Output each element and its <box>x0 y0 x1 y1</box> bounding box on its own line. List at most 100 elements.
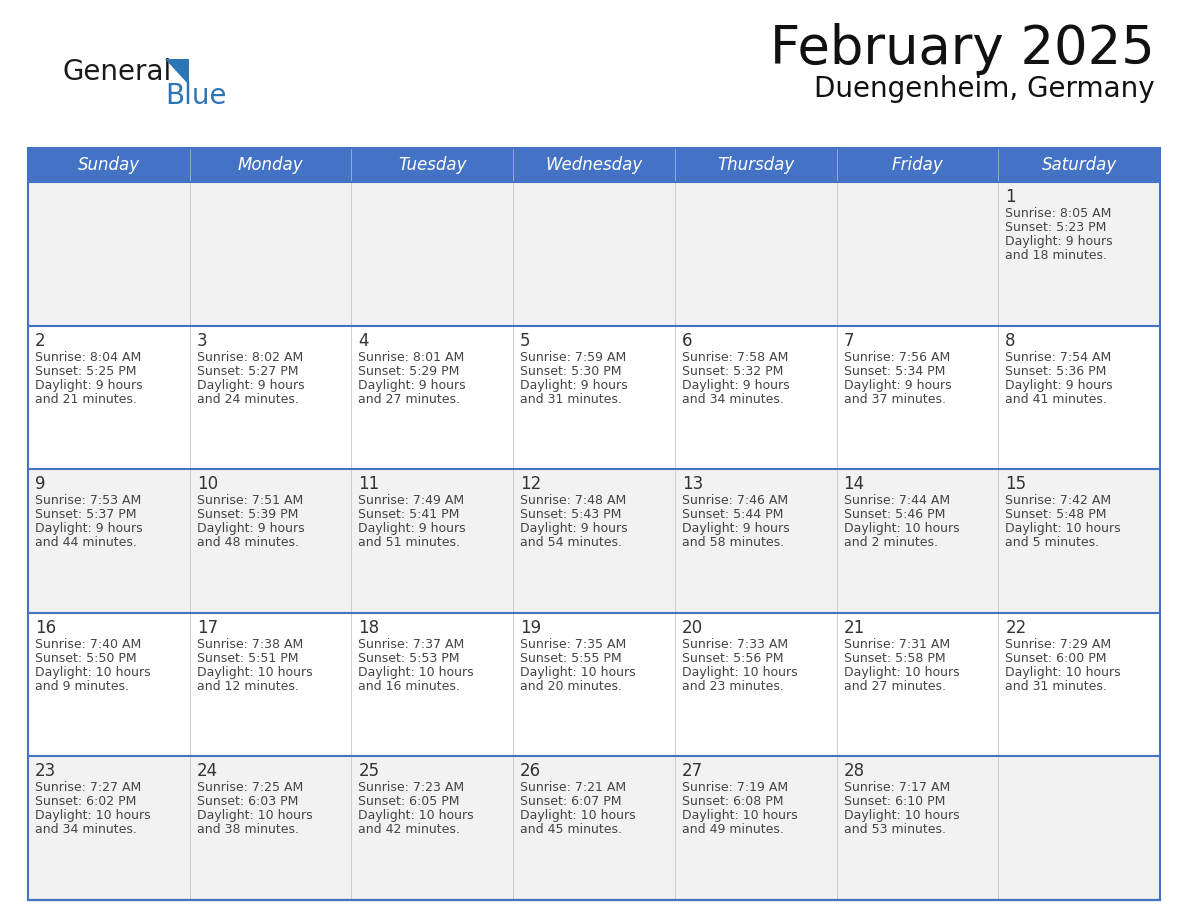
Text: 14: 14 <box>843 476 865 493</box>
Text: Sunrise: 7:54 AM: Sunrise: 7:54 AM <box>1005 351 1112 364</box>
Text: Sunrise: 7:46 AM: Sunrise: 7:46 AM <box>682 494 788 508</box>
Text: 4: 4 <box>359 331 369 350</box>
Text: Sunrise: 8:01 AM: Sunrise: 8:01 AM <box>359 351 465 364</box>
Text: Sunset: 5:37 PM: Sunset: 5:37 PM <box>34 509 137 521</box>
Text: 21: 21 <box>843 619 865 637</box>
Text: Daylight: 9 hours: Daylight: 9 hours <box>1005 235 1113 248</box>
Text: Monday: Monday <box>238 156 303 174</box>
Text: Sunset: 6:03 PM: Sunset: 6:03 PM <box>197 795 298 809</box>
Text: and 49 minutes.: and 49 minutes. <box>682 823 784 836</box>
Text: Sunset: 5:56 PM: Sunset: 5:56 PM <box>682 652 783 665</box>
Text: Sunset: 5:34 PM: Sunset: 5:34 PM <box>843 364 944 377</box>
Text: and 34 minutes.: and 34 minutes. <box>34 823 137 836</box>
Text: and 38 minutes.: and 38 minutes. <box>197 823 298 836</box>
Text: 10: 10 <box>197 476 217 493</box>
Text: Daylight: 10 hours: Daylight: 10 hours <box>1005 666 1121 678</box>
Text: Sunset: 5:58 PM: Sunset: 5:58 PM <box>843 652 946 665</box>
Text: Sunset: 6:00 PM: Sunset: 6:00 PM <box>1005 652 1107 665</box>
Text: 16: 16 <box>34 619 56 637</box>
Text: and 18 minutes.: and 18 minutes. <box>1005 249 1107 262</box>
Text: 28: 28 <box>843 763 865 780</box>
Text: 8: 8 <box>1005 331 1016 350</box>
Text: and 42 minutes.: and 42 minutes. <box>359 823 460 836</box>
Text: Sunday: Sunday <box>77 156 140 174</box>
Text: 7: 7 <box>843 331 854 350</box>
Text: 17: 17 <box>197 619 217 637</box>
Bar <box>29 756 1159 900</box>
Text: Daylight: 10 hours: Daylight: 10 hours <box>34 810 151 823</box>
Text: Sunrise: 7:21 AM: Sunrise: 7:21 AM <box>520 781 626 794</box>
Text: 27: 27 <box>682 763 703 780</box>
Text: 11: 11 <box>359 476 380 493</box>
Text: Sunrise: 7:35 AM: Sunrise: 7:35 AM <box>520 638 626 651</box>
Text: and 20 minutes.: and 20 minutes. <box>520 680 623 693</box>
Text: and 2 minutes.: and 2 minutes. <box>843 536 937 549</box>
Text: Sunset: 5:30 PM: Sunset: 5:30 PM <box>520 364 621 377</box>
Text: Sunset: 6:02 PM: Sunset: 6:02 PM <box>34 795 137 809</box>
Text: Daylight: 9 hours: Daylight: 9 hours <box>359 522 466 535</box>
Text: Duengenheim, Germany: Duengenheim, Germany <box>815 75 1155 103</box>
Text: Sunrise: 7:44 AM: Sunrise: 7:44 AM <box>843 494 949 508</box>
Text: and 41 minutes.: and 41 minutes. <box>1005 393 1107 406</box>
Text: Sunrise: 7:58 AM: Sunrise: 7:58 AM <box>682 351 788 364</box>
Text: Sunset: 6:10 PM: Sunset: 6:10 PM <box>843 795 944 809</box>
Text: Tuesday: Tuesday <box>398 156 467 174</box>
Text: and 48 minutes.: and 48 minutes. <box>197 536 298 549</box>
Text: Sunrise: 7:37 AM: Sunrise: 7:37 AM <box>359 638 465 651</box>
Text: and 54 minutes.: and 54 minutes. <box>520 536 623 549</box>
Text: General: General <box>62 58 171 86</box>
Text: Sunset: 5:29 PM: Sunset: 5:29 PM <box>359 364 460 377</box>
Text: February 2025: February 2025 <box>770 23 1155 75</box>
Text: Sunrise: 7:23 AM: Sunrise: 7:23 AM <box>359 781 465 794</box>
Text: Sunset: 5:44 PM: Sunset: 5:44 PM <box>682 509 783 521</box>
Text: 18: 18 <box>359 619 379 637</box>
Text: Daylight: 9 hours: Daylight: 9 hours <box>682 378 790 392</box>
Text: and 23 minutes.: and 23 minutes. <box>682 680 784 693</box>
Text: Sunrise: 7:49 AM: Sunrise: 7:49 AM <box>359 494 465 508</box>
Text: Wednesday: Wednesday <box>545 156 643 174</box>
Bar <box>29 326 1159 469</box>
Text: Sunrise: 8:02 AM: Sunrise: 8:02 AM <box>197 351 303 364</box>
Text: Daylight: 9 hours: Daylight: 9 hours <box>1005 378 1113 392</box>
Text: Daylight: 9 hours: Daylight: 9 hours <box>843 378 952 392</box>
Text: Sunrise: 7:56 AM: Sunrise: 7:56 AM <box>843 351 950 364</box>
Text: Daylight: 10 hours: Daylight: 10 hours <box>1005 522 1121 535</box>
Bar <box>29 469 1159 613</box>
Text: Daylight: 9 hours: Daylight: 9 hours <box>34 378 143 392</box>
Text: 20: 20 <box>682 619 703 637</box>
Text: Daylight: 9 hours: Daylight: 9 hours <box>520 378 627 392</box>
Bar <box>29 148 1159 182</box>
Text: Sunrise: 7:40 AM: Sunrise: 7:40 AM <box>34 638 141 651</box>
Text: 12: 12 <box>520 476 542 493</box>
Text: and 51 minutes.: and 51 minutes. <box>359 536 461 549</box>
Text: Daylight: 10 hours: Daylight: 10 hours <box>197 810 312 823</box>
Text: and 44 minutes.: and 44 minutes. <box>34 536 137 549</box>
Text: Sunset: 5:32 PM: Sunset: 5:32 PM <box>682 364 783 377</box>
Text: Sunset: 5:48 PM: Sunset: 5:48 PM <box>1005 509 1107 521</box>
Text: Sunset: 6:08 PM: Sunset: 6:08 PM <box>682 795 783 809</box>
Text: Daylight: 9 hours: Daylight: 9 hours <box>197 522 304 535</box>
Bar <box>29 613 1159 756</box>
Text: Daylight: 10 hours: Daylight: 10 hours <box>520 666 636 678</box>
Text: Sunrise: 7:38 AM: Sunrise: 7:38 AM <box>197 638 303 651</box>
Text: Sunrise: 8:05 AM: Sunrise: 8:05 AM <box>1005 207 1112 220</box>
Text: Daylight: 9 hours: Daylight: 9 hours <box>520 522 627 535</box>
Text: Sunset: 5:53 PM: Sunset: 5:53 PM <box>359 652 460 665</box>
Text: Sunset: 5:23 PM: Sunset: 5:23 PM <box>1005 221 1107 234</box>
Text: 1: 1 <box>1005 188 1016 206</box>
Text: Sunset: 5:51 PM: Sunset: 5:51 PM <box>197 652 298 665</box>
Text: 22: 22 <box>1005 619 1026 637</box>
Text: Sunset: 6:05 PM: Sunset: 6:05 PM <box>359 795 460 809</box>
Text: Sunset: 5:39 PM: Sunset: 5:39 PM <box>197 509 298 521</box>
Text: Sunset: 5:25 PM: Sunset: 5:25 PM <box>34 364 137 377</box>
Text: Sunrise: 8:04 AM: Sunrise: 8:04 AM <box>34 351 141 364</box>
Text: 9: 9 <box>34 476 45 493</box>
Text: Sunrise: 7:33 AM: Sunrise: 7:33 AM <box>682 638 788 651</box>
Text: Sunset: 5:46 PM: Sunset: 5:46 PM <box>843 509 944 521</box>
Text: and 34 minutes.: and 34 minutes. <box>682 393 784 406</box>
Text: 26: 26 <box>520 763 542 780</box>
Polygon shape <box>165 59 189 85</box>
Text: and 5 minutes.: and 5 minutes. <box>1005 536 1099 549</box>
Text: Sunrise: 7:59 AM: Sunrise: 7:59 AM <box>520 351 626 364</box>
Text: Daylight: 10 hours: Daylight: 10 hours <box>843 522 959 535</box>
